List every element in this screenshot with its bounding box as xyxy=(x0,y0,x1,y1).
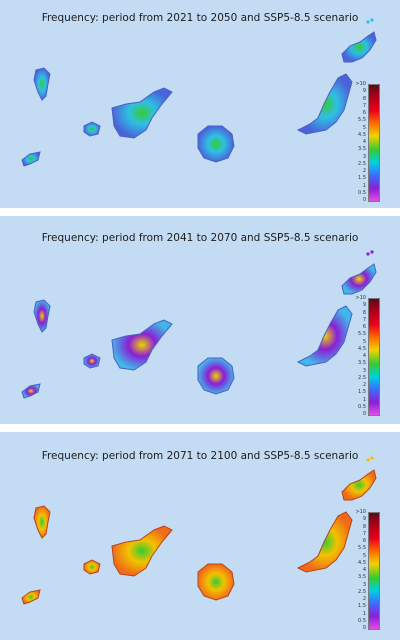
island-la-palma xyxy=(33,299,51,333)
legend-tick: 0 xyxy=(362,197,366,203)
canary-islands-map xyxy=(21,456,377,605)
panel-title: Frequency: period from 2021 to 2050 and … xyxy=(41,12,359,24)
island-tenerife xyxy=(111,87,173,139)
islet xyxy=(366,20,370,24)
islet xyxy=(370,250,374,254)
legend-tick: 4.5 xyxy=(358,131,366,138)
legend-tick: 8 xyxy=(362,95,366,102)
legend-tick: >10 xyxy=(355,509,366,515)
island-fuerteventura xyxy=(296,305,353,367)
legend-tick: 2.5 xyxy=(358,160,366,167)
legend-tick: 4 xyxy=(362,139,366,145)
island-fuerteventura xyxy=(296,73,353,135)
island-la-gomera xyxy=(83,121,101,137)
legend-tick: 3 xyxy=(362,153,366,160)
legend-tick: 4 xyxy=(362,567,366,573)
legend-tick: 0.5 xyxy=(358,403,366,410)
legend-ticks: >10 9 8 7 6 5.5 5 4.5 4 3.5 3 2.5 2 1.5 1 0.5 0 xyxy=(346,509,366,631)
legend-tick: 1.5 xyxy=(358,175,366,182)
legend-tick: 1 xyxy=(362,610,366,617)
legend-tick: 1.5 xyxy=(358,603,366,610)
islet xyxy=(366,252,370,256)
island-la-gomera xyxy=(83,353,101,369)
island-la-gomera xyxy=(83,559,101,575)
map-panel-2041-2070: Frequency: period from 2041 to 2070 and … xyxy=(0,216,400,424)
color-bar xyxy=(368,298,380,416)
islet xyxy=(370,456,374,460)
legend-tick: 1 xyxy=(362,182,366,189)
map-panel-2071-2100: Frequency: period from 2071 to 2100 and … xyxy=(0,432,400,640)
legend-tick: 9 xyxy=(362,302,366,309)
legend-tick: 3 xyxy=(362,367,366,374)
map-panel-2021-2050: Frequency: period from 2021 to 2050 and … xyxy=(0,0,400,208)
legend-tick: 0 xyxy=(362,625,366,631)
island-el-hierro xyxy=(21,589,41,605)
legend-tick: 8 xyxy=(362,309,366,316)
island-la-palma xyxy=(33,505,51,539)
legend-tick: 4.5 xyxy=(358,559,366,566)
legend-tick: 1.5 xyxy=(358,389,366,396)
legend-tick: 8 xyxy=(362,523,366,530)
island-lanzarote xyxy=(341,31,377,63)
legend-tick: 5.5 xyxy=(358,331,366,338)
legend-tick: >10 xyxy=(355,295,366,301)
legend-tick: 6 xyxy=(362,110,366,116)
legend-tick: 2 xyxy=(362,382,366,388)
legend-tick: 9 xyxy=(362,88,366,95)
island-lanzarote xyxy=(341,469,377,501)
legend-tick: >10 xyxy=(355,81,366,87)
islet xyxy=(370,18,374,22)
canary-islands-map xyxy=(21,18,377,167)
legend-tick: 7 xyxy=(362,316,366,323)
canary-islands-map xyxy=(21,250,377,399)
island-tenerife xyxy=(111,319,173,371)
island-gran-canaria xyxy=(197,563,235,601)
legend-tick: 5.5 xyxy=(358,117,366,124)
legend-tick: 2 xyxy=(362,168,366,174)
legend-ticks: >10 9 8 7 6 5.5 5 4.5 4 3.5 3 2.5 2 1.5 1 0.5 0 xyxy=(346,81,366,203)
legend-ticks: >10 9 8 7 6 5.5 5 4.5 4 3.5 3 2.5 2 1.5 1 0.5 0 xyxy=(346,295,366,417)
legend-tick: 4.5 xyxy=(358,345,366,352)
legend-tick: 3.5 xyxy=(358,574,366,581)
legend-tick: 6 xyxy=(362,538,366,544)
legend-tick: 5 xyxy=(362,338,366,345)
island-tenerife xyxy=(111,525,173,577)
legend-tick: 5 xyxy=(362,124,366,131)
legend-tick: 3.5 xyxy=(358,146,366,153)
islet xyxy=(366,458,370,462)
legend-tick: 7 xyxy=(362,102,366,109)
legend-tick: 6 xyxy=(362,324,366,330)
island-la-palma xyxy=(33,67,51,101)
panel-title: Frequency: period from 2071 to 2100 and … xyxy=(41,450,359,462)
island-lanzarote xyxy=(341,263,377,295)
legend-tick: 5.5 xyxy=(358,545,366,552)
legend-tick: 7 xyxy=(362,530,366,537)
island-gran-canaria xyxy=(197,357,235,395)
panel-title: Frequency: period from 2041 to 2070 and … xyxy=(41,232,359,244)
island-el-hierro xyxy=(21,151,41,167)
legend-tick: 0 xyxy=(362,411,366,417)
legend-tick: 4 xyxy=(362,353,366,359)
legend-tick: 2.5 xyxy=(358,588,366,595)
legend-tick: 1 xyxy=(362,396,366,403)
color-bar xyxy=(368,512,380,630)
legend-tick: 5 xyxy=(362,552,366,559)
legend-tick: 2 xyxy=(362,596,366,602)
island-gran-canaria xyxy=(197,125,235,163)
legend-tick: 0.5 xyxy=(358,189,366,196)
color-bar xyxy=(368,84,380,202)
legend-tick: 9 xyxy=(362,516,366,523)
legend-tick: 3 xyxy=(362,581,366,588)
legend-tick: 3.5 xyxy=(358,360,366,367)
island-fuerteventura xyxy=(296,511,353,573)
island-el-hierro xyxy=(21,383,41,399)
legend-tick: 2.5 xyxy=(358,374,366,381)
legend-tick: 0.5 xyxy=(358,617,366,624)
